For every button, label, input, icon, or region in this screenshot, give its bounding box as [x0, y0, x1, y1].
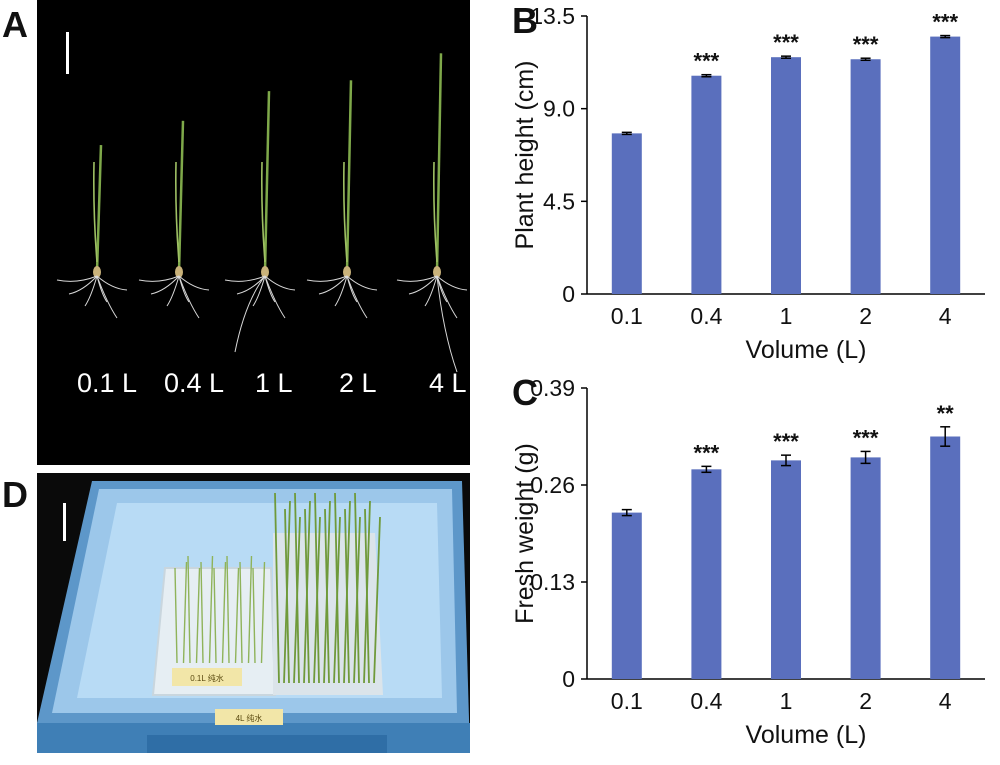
weight-bar [611, 512, 642, 679]
block-seedling [354, 492, 360, 684]
panel-label-c: C [512, 372, 538, 413]
block-seedling [334, 492, 340, 684]
weight-y-tick-label: 0.39 [530, 375, 575, 401]
weight-bar [691, 469, 722, 679]
seedling-2 [138, 120, 210, 319]
height-y-tick-label: 9.0 [543, 96, 575, 122]
weight-x-tick-label: 1 [780, 688, 793, 714]
weight-bar [771, 460, 801, 679]
height-x-tick-label: 0.4 [690, 303, 722, 329]
small-tray-seedling [208, 555, 214, 664]
height-bar [850, 59, 881, 294]
weight-x-tick-label: 2 [859, 688, 872, 714]
height-y-tick-label: 0 [562, 281, 575, 307]
height-bar [691, 75, 722, 294]
small-tray-seedling [195, 567, 201, 664]
seedling-3 [224, 91, 296, 353]
height-x-tick-label: 0.1 [611, 303, 643, 329]
weight-bar [930, 436, 961, 679]
scale-bar-a [66, 32, 69, 74]
height-significance-mark: *** [853, 32, 879, 57]
seedlings-photo-drawing: 0.1 L 0.4 L 1 L 2 L 4 L [37, 0, 470, 465]
small-tray-seedling [221, 561, 227, 664]
small-tray-seedling [213, 567, 217, 664]
block-seedling [304, 508, 310, 684]
volume-label-1: 0.1 L [77, 368, 137, 398]
height-significance-mark: *** [773, 30, 799, 55]
svg-text:4L 纯水: 4L 纯水 [236, 713, 263, 723]
height-bar [611, 133, 642, 294]
block-seedling [344, 508, 350, 684]
panel-label-a: A [2, 4, 28, 45]
weight-significance-mark: ** [937, 401, 955, 426]
weight-x-tick-label: 4 [939, 688, 952, 714]
height-x-tick-label: 4 [939, 303, 952, 329]
small-tray-seedling [226, 555, 230, 664]
volume-label-3: 1 L [255, 368, 293, 398]
weight-significance-mark: *** [694, 440, 720, 465]
fresh-weight-chart: 0 0.13 0.26 0.39 0.1 *** 0.4 *** 1 *** 2 ** 4 Volume … [511, 375, 985, 749]
panel-label-d: D [2, 474, 28, 515]
scale-bar-d [63, 503, 66, 541]
plant-height-chart: 0 4.5 9.0 13.5 0.1 *** 0.4 *** 1 *** 2 *** 4 Volume (… [511, 3, 985, 364]
small-tray-seedling [174, 567, 178, 664]
seedling-1 [56, 145, 128, 319]
small-tray-seedling [260, 561, 266, 664]
seedling-4 [306, 80, 378, 319]
height-significance-mark: *** [932, 10, 958, 35]
weight-y-tick-label: 0.13 [530, 569, 575, 595]
block-seedling [274, 492, 280, 684]
block-seedling [314, 492, 320, 684]
block-seedling [284, 508, 290, 684]
block-seedling [373, 516, 381, 684]
volume-label-4: 2 L [339, 368, 377, 398]
weight-significance-mark: *** [853, 425, 879, 450]
small-tray-seedling [200, 561, 204, 664]
small-tray-seedling [252, 567, 256, 664]
panel-label-b: B [512, 0, 538, 41]
weight-x-tick-label: 0.4 [690, 688, 722, 714]
volume-label-2: 0.4 L [164, 368, 224, 398]
height-y-axis-label: Plant height (cm) [511, 61, 539, 250]
small-tray-seedling [182, 561, 188, 664]
weight-y-axis-label: Fresh weight (g) [511, 443, 539, 624]
tray-photo-drawing: 0.1L 纯水 4L 纯水 [37, 473, 470, 753]
seedlings-photo: 0.1 L 0.4 L 1 L 2 L 4 L [37, 0, 470, 465]
height-y-tick-label: 13.5 [530, 3, 575, 29]
block-seedling [364, 508, 370, 684]
tray-tag-right [215, 709, 283, 725]
block-seedling [324, 508, 330, 684]
small-tray-seedling [187, 555, 191, 664]
weight-y-tick-label: 0.26 [530, 472, 575, 498]
svg-text:0.1L 纯水: 0.1L 纯水 [190, 673, 224, 683]
weight-x-axis-label: Volume (L) [746, 721, 867, 749]
small-tray-seedling [247, 555, 253, 664]
small-tray-seedling [239, 561, 243, 664]
height-x-axis-label: Volume (L) [746, 336, 867, 364]
height-significance-mark: *** [694, 49, 720, 74]
block-seedling [294, 492, 300, 684]
height-x-tick-label: 1 [780, 303, 793, 329]
weight-x-tick-label: 0.1 [611, 688, 643, 714]
seedling-5 [396, 53, 468, 373]
small-tray-seedling [234, 567, 240, 664]
height-bar [930, 36, 961, 295]
height-bar [771, 57, 801, 295]
weight-bar [850, 457, 881, 679]
tray-photo: 0.1L 纯水 4L 纯水 [37, 473, 470, 753]
height-x-tick-label: 2 [859, 303, 872, 329]
tray-tag-left [172, 668, 242, 686]
weight-significance-mark: *** [773, 429, 799, 454]
volume-label-5: 4 L [429, 368, 467, 398]
weight-y-tick-label: 0 [562, 666, 575, 692]
height-y-tick-label: 4.5 [543, 188, 575, 214]
